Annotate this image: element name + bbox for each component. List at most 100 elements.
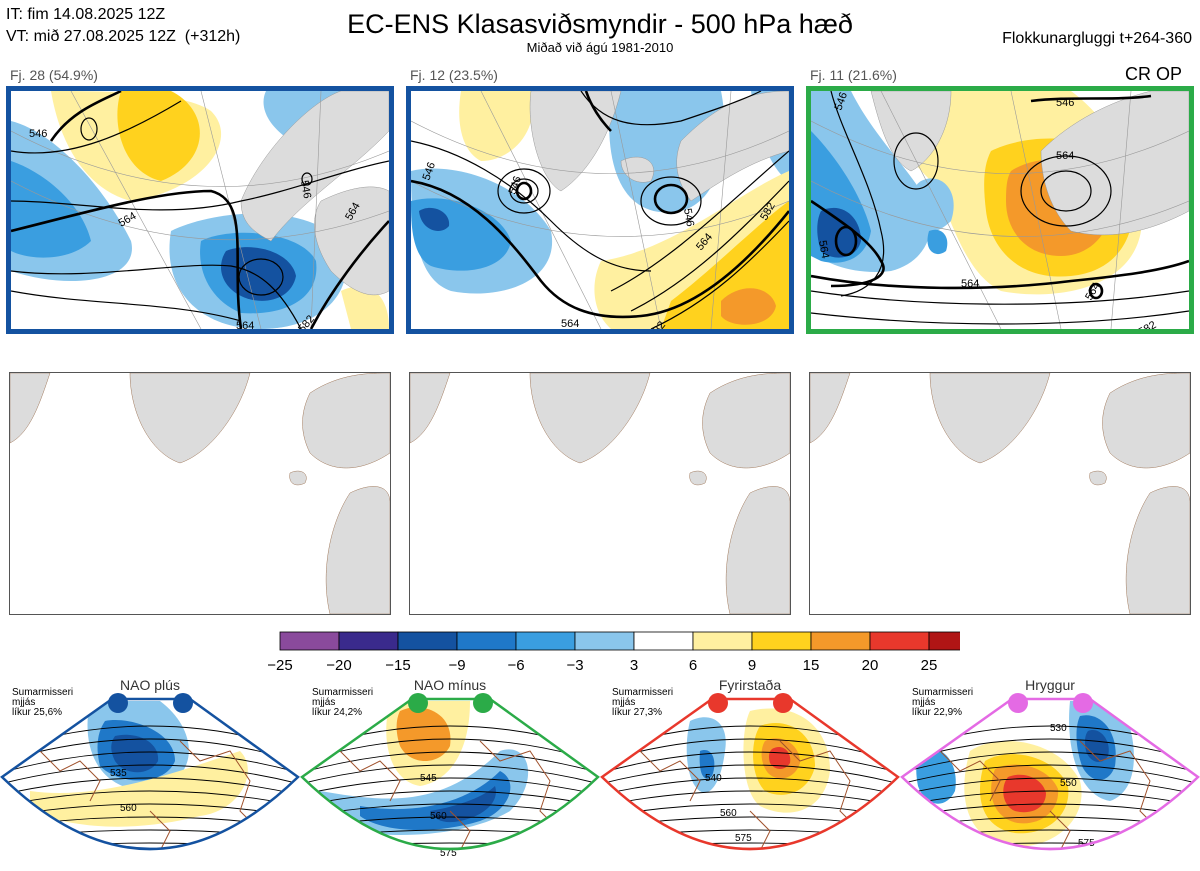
contour-label: 560 [120,803,137,814]
colorbar-swatch [692,631,753,651]
cluster-3-anomaly-plot: 546 546 564 564 564 564 582 [811,91,1189,329]
regime-fan-plot: 535 560 [0,693,300,861]
anomaly-shading [1003,774,1046,813]
colorbar-tick-label: −9 [448,657,465,674]
regime-name: NAO mínus [413,677,487,693]
regime-name: Fyrirstaða [718,677,782,693]
regime-marker [708,693,728,713]
height-contour [602,790,898,807]
contour-label: 575 [440,848,457,859]
height-contour [302,777,598,796]
regime-marker [773,693,793,713]
contour-label: 582 [647,319,668,329]
contour-label: 575 [735,833,752,844]
contour-label: 546 [833,91,851,112]
colorbar-swatch [810,631,871,651]
colorbar-tick-label: 9 [748,657,756,674]
contour-label: 530 [1050,723,1067,734]
page-title: EC-ENS Klasasviðsmyndir - 500 hPa hæð [347,9,853,39]
anomaly-shading [111,734,159,773]
height-contour [2,790,298,807]
regime-name: Hryggur [1025,677,1075,693]
cluster-1-label: Fj. 28 (54.9%) [10,67,98,83]
colorbar-swatch [456,631,517,651]
anomaly-shading [30,751,248,827]
contour-label: 564 [561,318,579,329]
header-times: IT: fim 14.08.2025 12Z VT: mið 27.08.202… [6,4,240,48]
cluster-2-label: Fj. 12 (23.5%) [410,67,498,83]
height-contour [902,790,1198,807]
cluster-1-map: 546 564 546 564 564 582 [6,86,394,334]
contour-label: 540 [705,773,722,784]
contour-label: 546 [29,128,47,140]
colorbar-swatch [515,631,576,651]
height-contour [600,856,900,861]
empty-map-2 [409,372,791,615]
contour-label: 560 [720,808,737,819]
contour-label: 560 [430,811,447,822]
anomaly-shading [699,750,715,779]
height-contour [602,777,898,796]
height-contour [0,856,300,861]
colorbar-swatch [279,631,340,651]
height-contour [302,790,598,807]
empty-map-3 [809,372,1191,615]
colorbar-tick-label: 6 [689,657,697,674]
height-contour [902,764,1198,785]
height-contour [602,751,898,774]
contour-label: 546 [681,207,696,227]
anomaly-shading [396,707,451,761]
colorbar-swatch [633,631,694,651]
colorbar-tick-label: −20 [326,657,351,674]
cluster-1-anomaly-plot: 546 564 546 564 564 582 [11,91,389,329]
height-contour [602,816,898,829]
height-contour [2,764,298,785]
height-contour [302,751,598,774]
clustering-window: Flokkunargluggi t+264-360 [1002,30,1192,47]
blank-map-2 [410,373,790,614]
coastline [39,740,261,849]
contour-label: 546 [298,179,313,199]
height-contour [602,803,898,818]
regime-fan-plot: 545 560 575 [300,693,600,859]
colorbar-tick-label: −6 [507,657,524,674]
coastline [639,740,861,849]
contour-label: 546 [421,161,439,182]
height-contour [900,856,1200,861]
regime-outline [0,697,300,851]
regime-outline [600,697,900,851]
colorbar-swatch [928,631,960,651]
colorbar-tick-label: 20 [862,657,879,674]
height-contour [302,764,598,785]
colorbar-tick-label: 3 [630,657,638,674]
regime-outline [300,697,600,851]
cluster-2-anomaly-plot: 546 546 546 564 564 582 582 [411,91,789,329]
regime-marker [473,693,493,713]
cluster-3-map: 546 546 564 564 564 564 582 [806,86,1194,334]
height-contour [302,829,598,840]
contour-label: 582 [1137,319,1159,329]
empty-map-1 [9,372,391,615]
colorbar-tick-label: −15 [385,657,410,674]
blank-map-1 [10,373,390,614]
anomaly-shading [1084,730,1109,763]
regime-note: Sumarmisseri mjjás líkur 24,2% [312,687,374,718]
colorbar-tick-label: 25 [921,657,938,674]
blank-map-3 [810,373,1190,614]
colorbar-tick-label: −25 [267,657,292,674]
regime-marker [108,693,128,713]
regime-marker [1008,693,1028,713]
colorbar-tick-label: −3 [566,657,583,674]
regime-note: Sumarmisseri mjjás líkur 22,9% [912,687,974,718]
valid-time: VT: mið 27.08.2025 12Z (+312h) [6,28,241,45]
contour-label: 564 [961,278,979,290]
regime-fan-plot: 540 560 575 [600,693,900,861]
cluster-2-map: 546 546 546 564 564 582 582 [406,86,794,334]
height-contour [2,829,298,840]
contour-label: 535 [110,768,127,779]
contour-label: 545 [420,773,437,784]
coastline [339,740,561,849]
colorbar-swatch [751,631,812,651]
colorbar-swatch [397,631,458,651]
contour-label: 564 [236,320,254,329]
